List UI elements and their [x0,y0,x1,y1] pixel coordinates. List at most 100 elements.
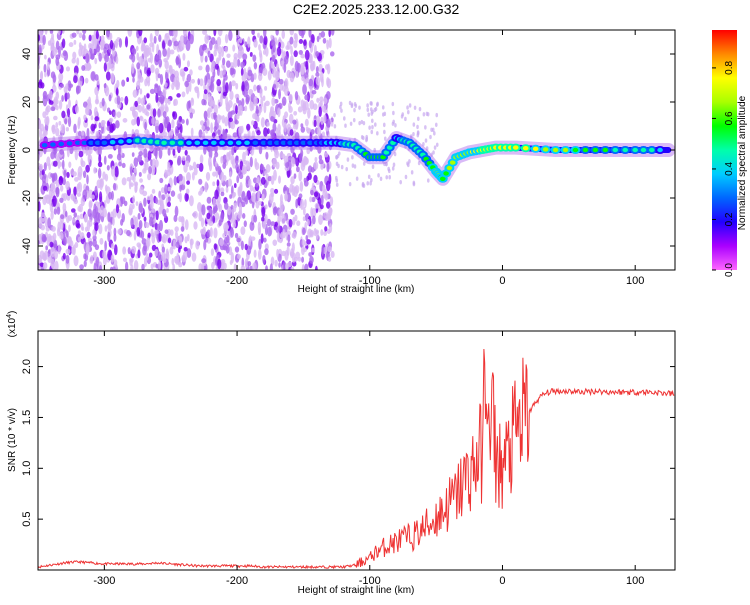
spectrogram-noise [95,30,99,40]
spectrogram-noise [325,91,331,100]
spectrogram-xtick-label: -300 [93,275,115,287]
spectrogram-noise [305,77,310,84]
spectrogram-noise [61,94,64,102]
spectrogram-noise [273,188,279,194]
spectrogram-noise [185,39,191,52]
spectrogram-noise [63,236,67,246]
spectrogram-noise [406,105,409,110]
spectrogram-ridge-core [383,150,390,155]
spectrogram-noise [318,159,324,165]
spectrogram-noise [189,195,194,207]
spectrogram-noise [379,176,383,181]
spectrogram-noise [355,176,359,181]
spectrogram-noise [301,263,305,270]
spectrogram-noise [207,217,211,225]
spectrogram-noise [74,242,79,249]
spectrogram-noise [206,229,211,238]
spectrogram-noise [371,124,374,130]
spectrogram-noise [67,214,73,221]
spectrogram-noise [237,52,243,59]
spectrogram-noise [145,222,150,229]
spectrogram-noise [44,54,47,60]
spectrogram-noise [353,164,357,169]
spectrogram-noise [42,252,47,261]
spectrogram-noise [212,181,216,187]
spectrogram-noise [187,233,190,242]
spectrogram-noise [52,160,58,167]
spectrogram-noise [65,180,70,191]
spectrogram-noise [46,61,50,71]
spectrogram-noise [86,104,90,116]
spectrogram-noise [203,146,207,155]
spectrogram-noise [310,207,314,218]
spectrogram-noise [63,192,67,202]
spectrogram-noise [51,173,56,182]
spectrogram-ridge-core [161,140,167,145]
spectrogram-noise [148,216,154,227]
spectrogram-noise [310,33,315,44]
spectrogram-noise [48,90,53,100]
snr-ytick-label: 1.0 [21,461,33,476]
spectrogram-noise [150,199,154,210]
spectrogram-noise [57,244,61,255]
spectrogram-noise [309,146,313,152]
spectrogram-noise [103,155,107,165]
spectrogram-noise [358,105,361,110]
spectrogram-noise [212,197,216,207]
spectrogram-noise [312,60,316,71]
spectrogram-noise [204,181,208,193]
spectrogram-noise [432,150,435,155]
spectrogram-ridge-core [443,171,449,176]
spectrogram-noise [110,254,115,263]
spectrogram-noise [242,151,246,162]
spectrogram-noise [412,131,415,137]
spectrogram-noise [230,120,234,129]
spectrogram-noise [104,173,109,182]
spectrogram-noise [148,46,152,56]
spectrogram-noise [260,96,264,108]
spectrogram-ridge-core [640,147,647,153]
spectrogram-noise [38,216,43,228]
spectrogram-noise [307,107,311,119]
spectrogram-noise [277,123,281,134]
spectrogram-noise [314,265,318,270]
spectrogram-noise [244,243,248,251]
spectrogram-noise [244,72,248,80]
spectrogram-noise [221,45,225,58]
spectrogram-noise [262,95,266,102]
spectrogram-noise [391,101,395,107]
spectrogram-noise [270,115,275,122]
spectrogram-noise [95,130,100,139]
spectrogram-noise [139,178,143,183]
spectrogram-noise [199,44,204,57]
spectrogram-noise [328,37,332,49]
spectrogram-noise [90,71,96,81]
spectrogram-noise [224,116,229,127]
spectrogram-noise [295,71,299,79]
spectrogram-noise [272,157,278,168]
spectrogram-noise [323,212,329,219]
chart-title: C2E2.2025.233.12.00.G32 [293,1,460,17]
spectrogram-noise [383,129,386,135]
spectrogram-noise [238,202,243,214]
spectrogram-ridge-core [211,140,217,145]
spectrogram-noise [245,149,249,156]
spectrogram-noise [271,54,276,63]
spectrogram-noise [240,226,246,236]
spectrogram-noise [278,175,281,184]
spectrogram-noise [129,166,133,176]
spectrogram-noise [110,243,115,250]
spectrogram-noise [110,165,115,177]
spectrogram-noise [172,263,176,270]
spectrogram-noise [214,189,219,200]
spectrogram-noise [159,177,164,184]
spectrogram-noise [151,232,156,238]
spectrogram-ridge-core [244,140,250,145]
spectrogram-noise [161,200,164,209]
spectrogram-noise [243,87,248,98]
spectrogram-noise [158,260,162,270]
spectrogram-noise [55,127,60,137]
spectrogram-noise [271,97,276,107]
spectrogram-noise [201,98,206,106]
